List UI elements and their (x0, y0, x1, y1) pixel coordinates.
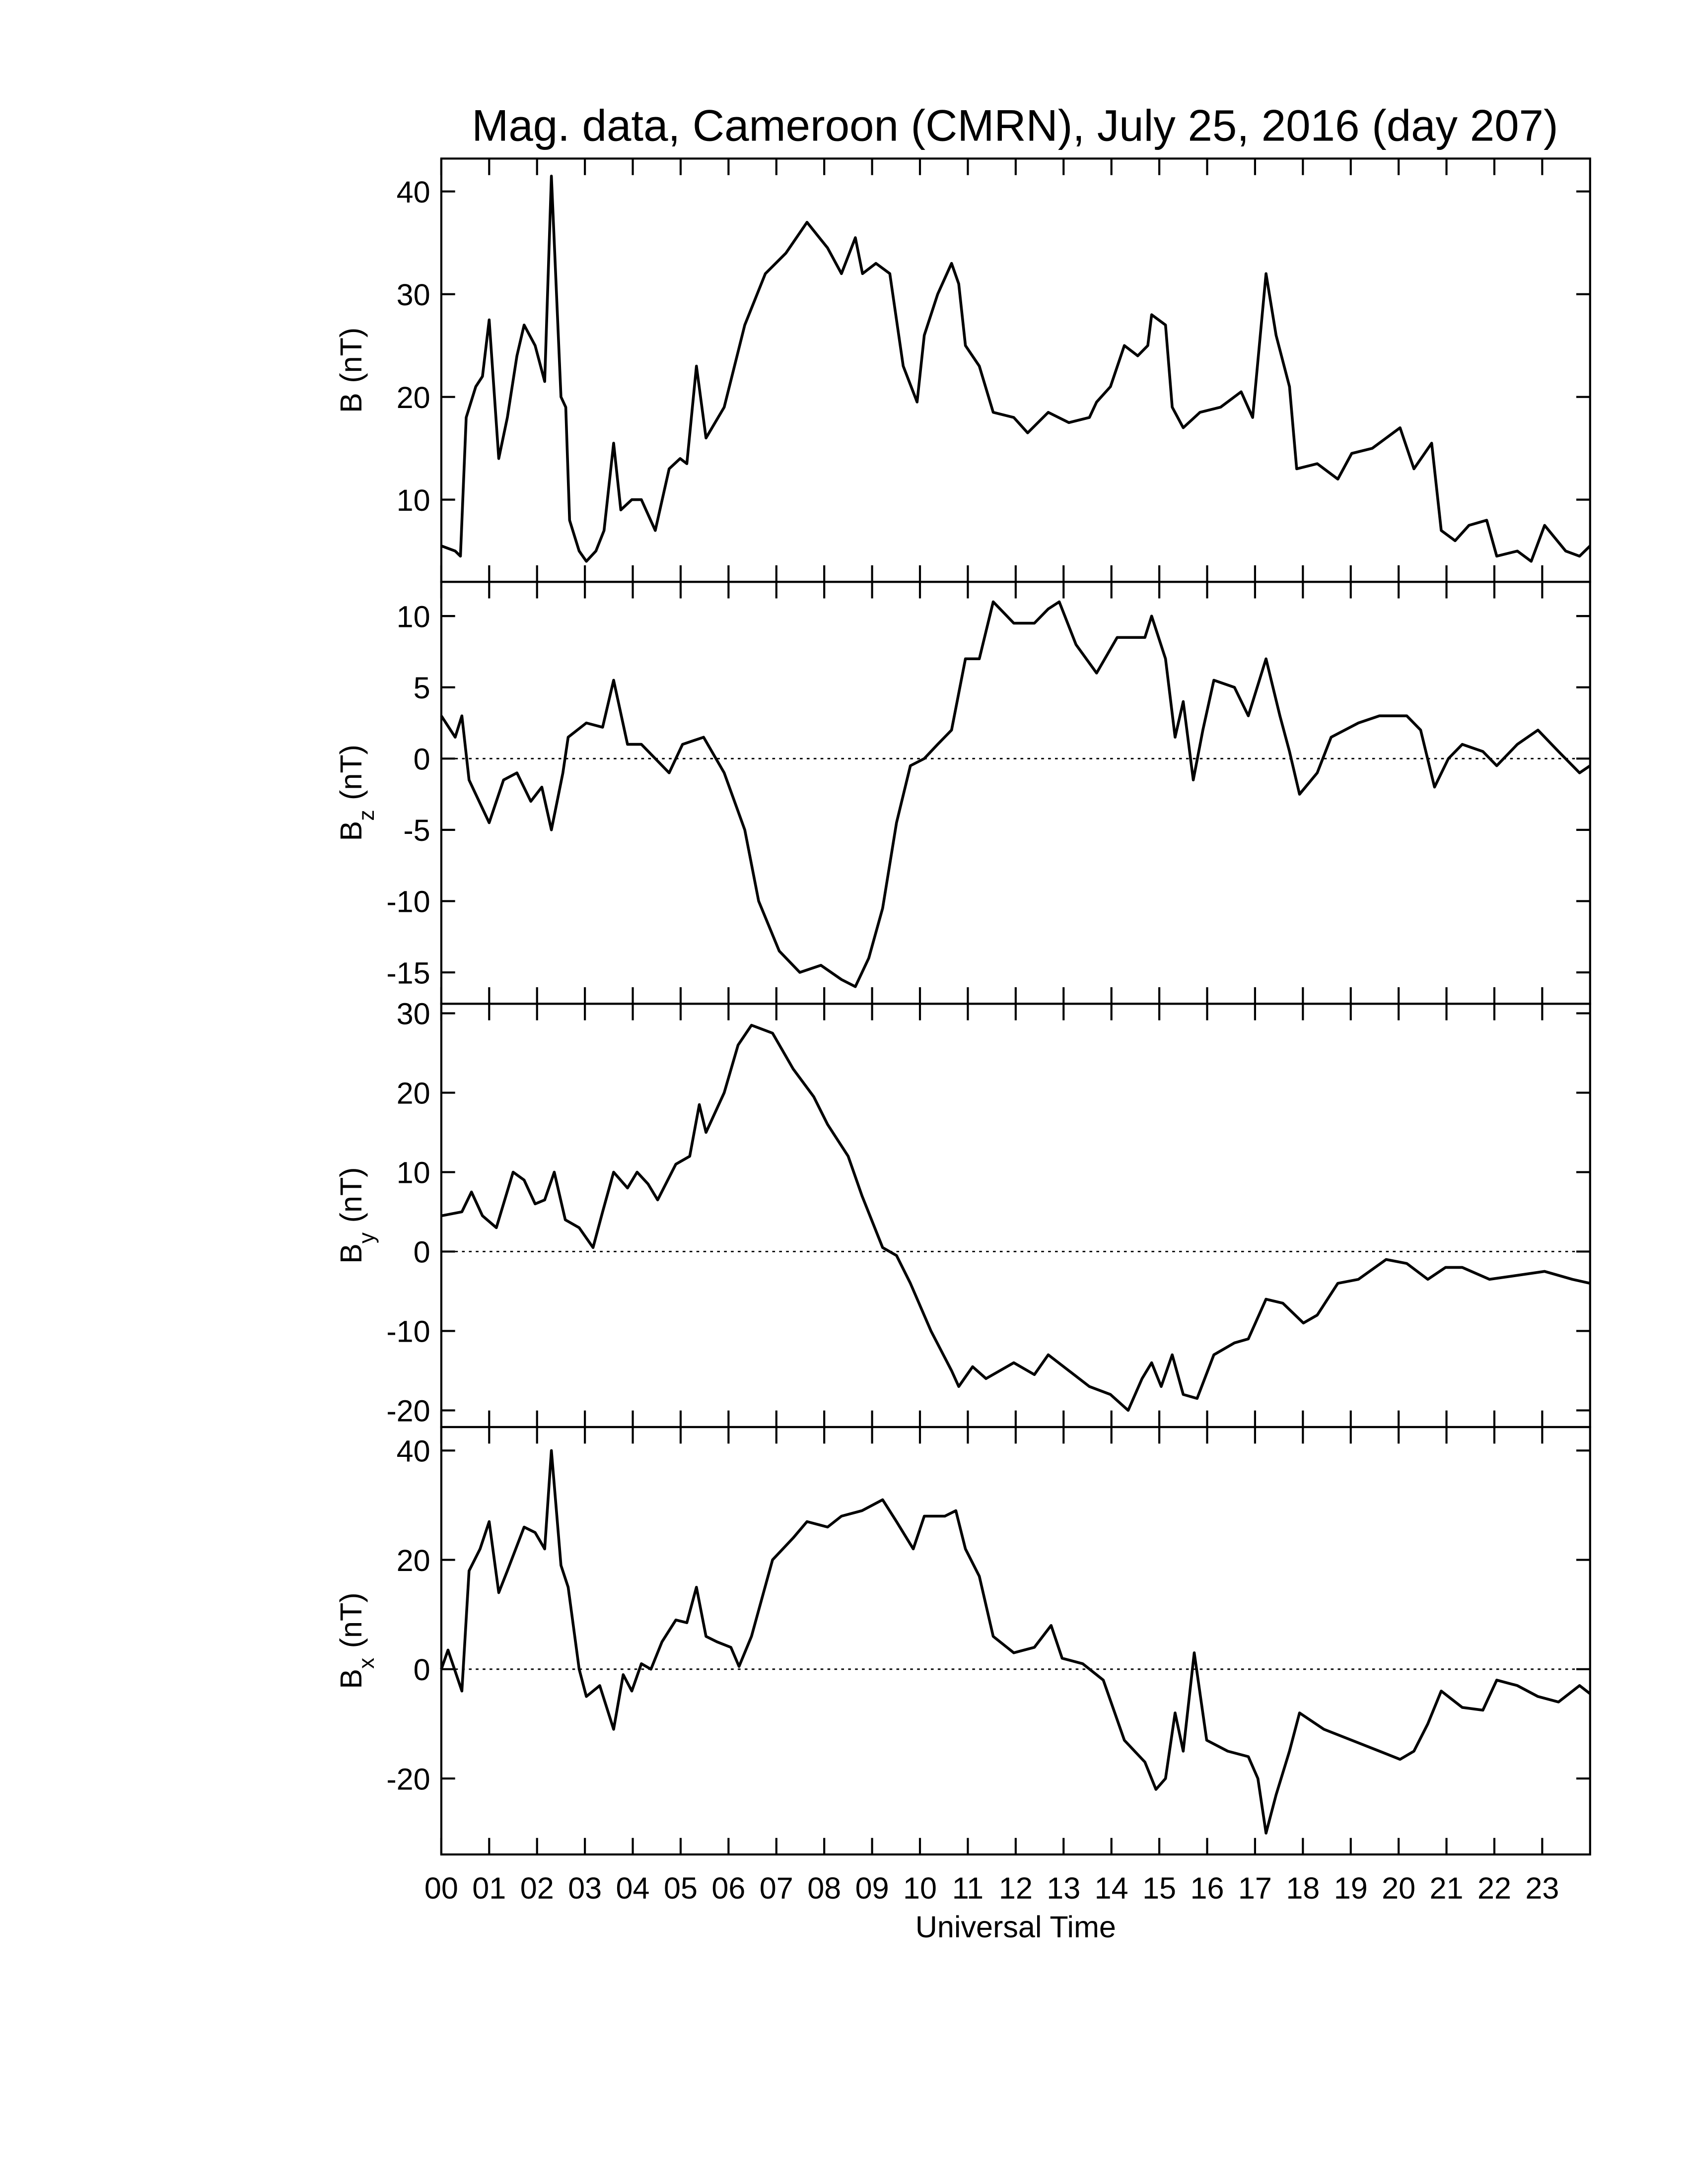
y-label-symbol: B (334, 821, 368, 841)
x-tick-label: 22 (1477, 1871, 1511, 1905)
x-tick-label: 10 (903, 1871, 937, 1905)
x-tick-label: 07 (760, 1871, 793, 1905)
x-axis-label: Universal Time (915, 1910, 1116, 1944)
x-tick-label: 12 (999, 1871, 1033, 1905)
x-tick-label: 19 (1334, 1871, 1368, 1905)
y-tick-label: 30 (397, 278, 430, 312)
x-tick-label: 04 (616, 1871, 650, 1905)
y-tick-label: 10 (397, 600, 430, 633)
plot-frame (440, 581, 1591, 1005)
y-tick-label: -10 (386, 1315, 430, 1349)
y-label-symbol: B (334, 1243, 368, 1264)
data-line (441, 1024, 1591, 1412)
x-tick-label: 17 (1238, 1871, 1272, 1905)
data-line (440, 174, 1591, 563)
y-tick-label: 0 (414, 1653, 430, 1687)
y-axis-label: B (nT) (334, 328, 368, 413)
x-tick-label: 15 (1142, 1871, 1176, 1905)
y-label-subscript: y (354, 1232, 379, 1243)
x-tick-label: 18 (1286, 1871, 1320, 1905)
y-tick-label: -5 (403, 814, 430, 847)
chart-title: Mag. data, Cameroon (CMRN), July 25, 201… (472, 101, 1558, 150)
x-tick-label: 23 (1525, 1871, 1559, 1905)
x-tick-label: 00 (424, 1871, 458, 1905)
x-tick-label: 09 (855, 1871, 889, 1905)
x-tick-label: 21 (1430, 1871, 1464, 1905)
x-tick-label: 01 (472, 1871, 506, 1905)
y-tick-label: 40 (397, 1434, 430, 1468)
y-tick-label: -10 (386, 885, 430, 919)
y-tick-label: 20 (397, 1544, 430, 1577)
y-tick-label: 40 (397, 175, 430, 209)
y-label-unit: (nT) (334, 1592, 368, 1648)
y-tick-label: 30 (397, 997, 430, 1031)
data-line (440, 600, 1591, 988)
y-tick-label: 10 (397, 1156, 430, 1190)
y-tick-label: 20 (397, 381, 430, 414)
x-tick-label: 03 (568, 1871, 602, 1905)
plot-frame (440, 157, 1591, 583)
y-tick-label: 0 (414, 743, 430, 776)
y-label-subscript: x (354, 1658, 379, 1669)
data-line (440, 1449, 1591, 1835)
y-tick-label: 20 (397, 1077, 430, 1110)
y-label-symbol: B (334, 1669, 368, 1689)
y-axis-label: Bz (nT) (334, 745, 379, 841)
x-tick-label: 08 (807, 1871, 841, 1905)
x-tick-label: 14 (1095, 1871, 1128, 1905)
y-label-unit: (nT) (334, 328, 368, 383)
y-label-symbol: B (334, 393, 368, 413)
y-axis-label: By (nT) (334, 1167, 379, 1263)
x-tick-label: 02 (520, 1871, 554, 1905)
x-tick-label: 11 (952, 1871, 984, 1905)
y-tick-label: 5 (414, 671, 430, 705)
y-tick-label: -15 (386, 956, 430, 990)
x-tick-label: 13 (1047, 1871, 1080, 1905)
y-tick-label: 0 (414, 1235, 430, 1269)
x-tick-label: 05 (664, 1871, 698, 1905)
y-tick-label: -20 (386, 1762, 430, 1796)
x-tick-label: 20 (1382, 1871, 1415, 1905)
y-label-unit: (nT) (334, 745, 368, 800)
x-tick-label: 16 (1190, 1871, 1224, 1905)
y-label-unit: (nT) (334, 1167, 368, 1223)
x-tick-label: 06 (711, 1871, 745, 1905)
y-tick-label: -20 (386, 1394, 430, 1428)
y-tick-label: 10 (397, 483, 430, 517)
plot-frame (440, 1426, 1591, 1856)
y-label-subscript: z (354, 810, 379, 820)
y-axis-label: Bx (nT) (334, 1592, 379, 1689)
